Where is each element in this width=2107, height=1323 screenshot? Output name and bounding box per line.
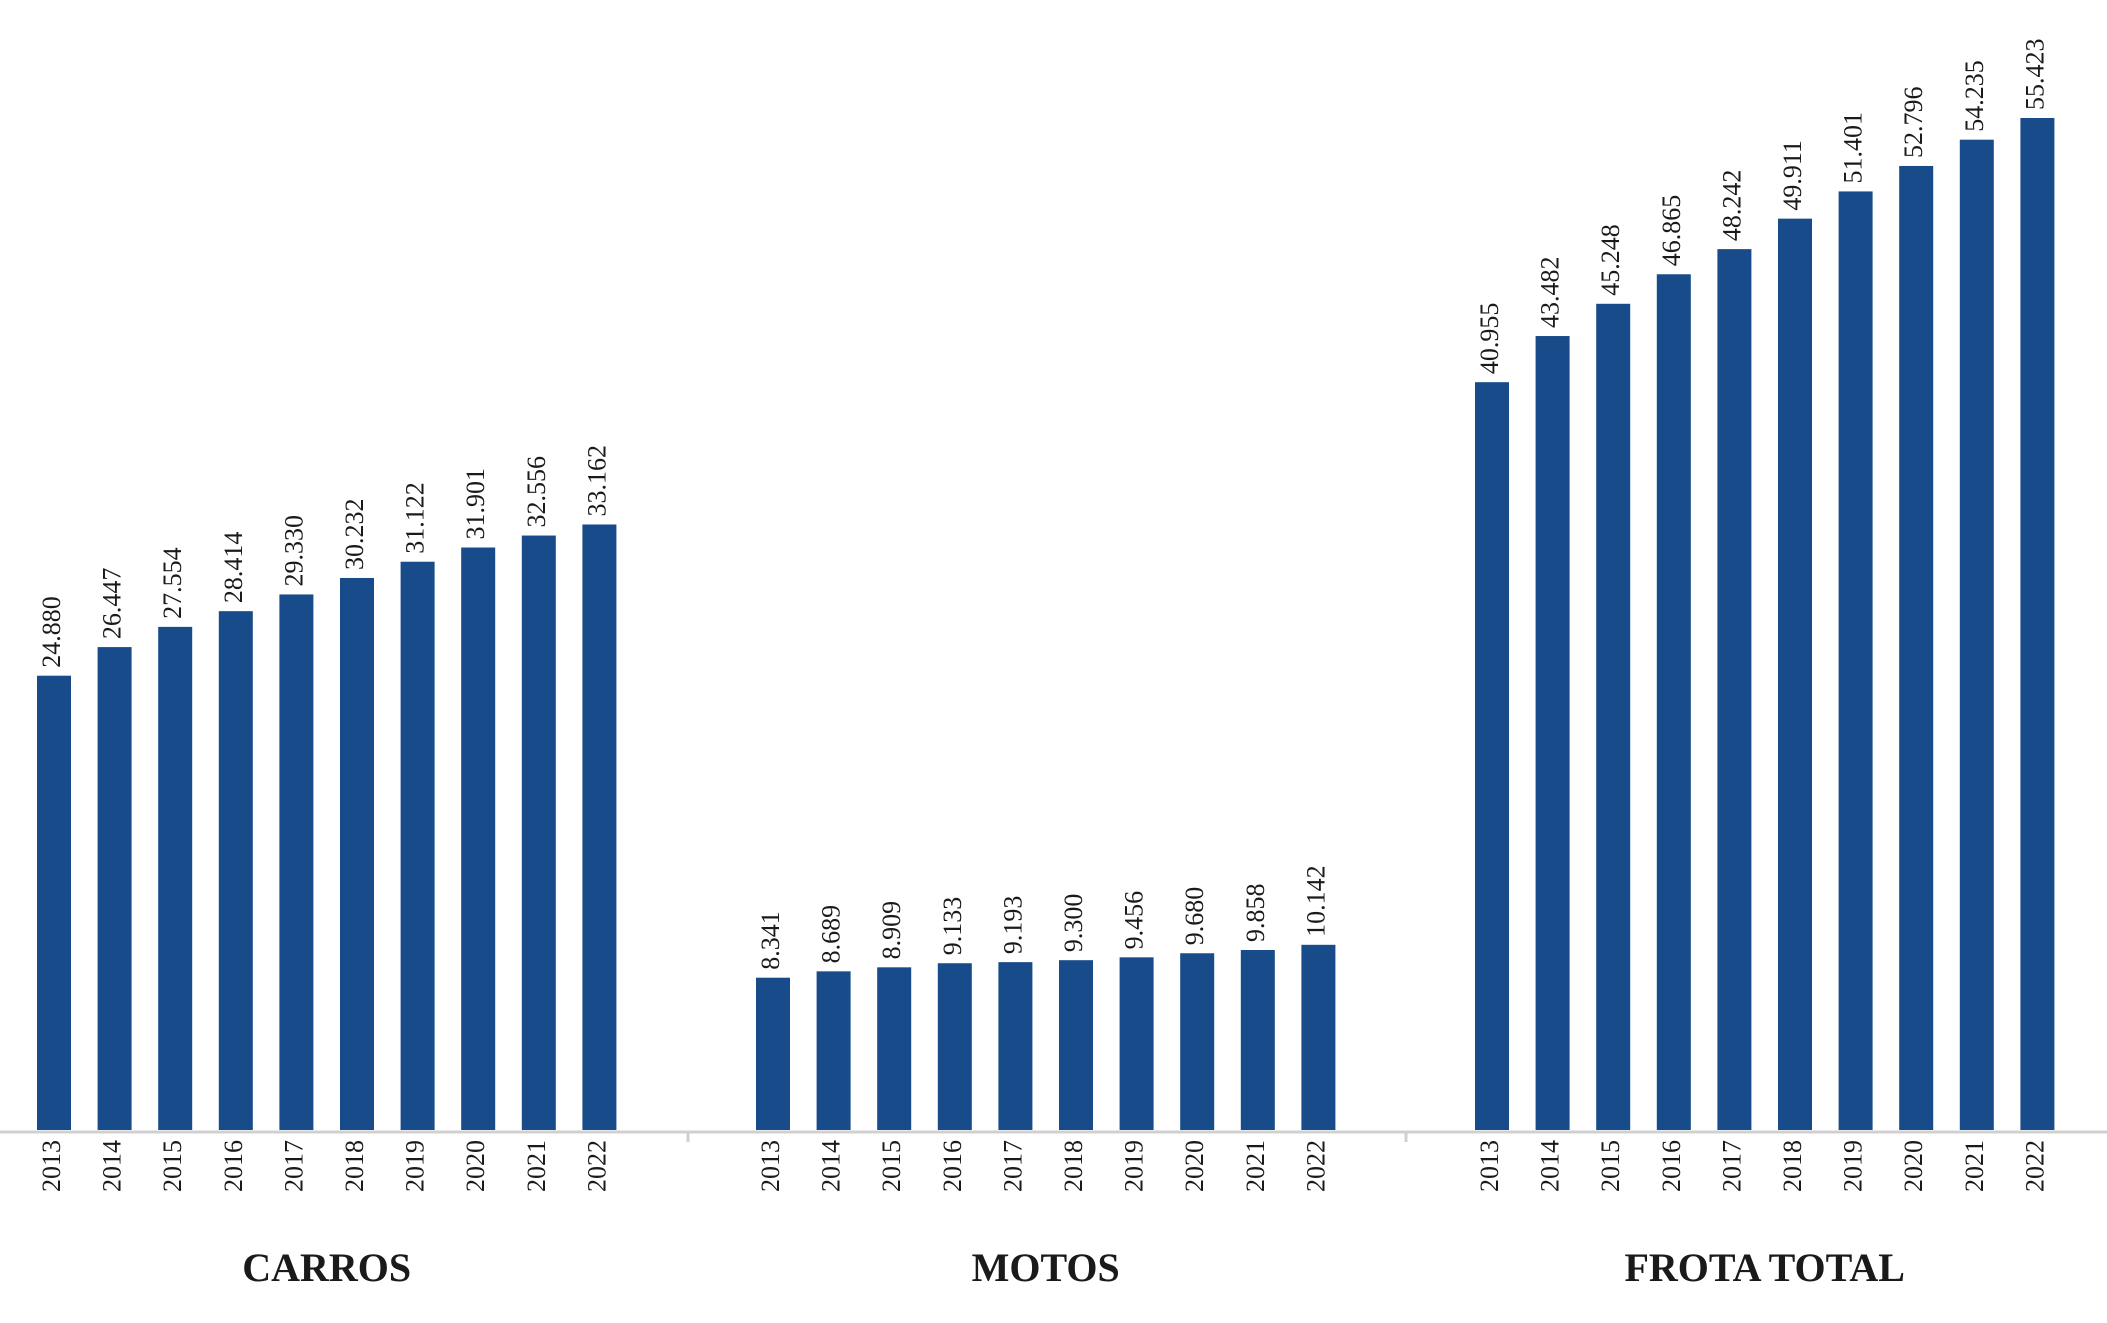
- x-tick-label: 2022: [2020, 1140, 2049, 1192]
- value-label: 52.796: [1899, 86, 1928, 158]
- bar: [1475, 382, 1509, 1130]
- x-tick-label: 2014: [817, 1140, 846, 1192]
- x-tick-label: 2017: [279, 1140, 308, 1192]
- x-tick-label: 2021: [1241, 1140, 1270, 1192]
- x-tick-label: 2018: [1059, 1140, 1088, 1192]
- value-label: 24.880: [37, 596, 66, 668]
- value-label: 31.122: [401, 482, 430, 554]
- x-tick-label: 2022: [1301, 1140, 1330, 1192]
- x-tick-label: 2019: [1120, 1140, 1149, 1192]
- group-title: CARROS: [242, 1245, 411, 1290]
- bar: [461, 547, 496, 1130]
- x-tick-label: 2021: [1960, 1140, 1989, 1192]
- bar: [998, 962, 1033, 1130]
- value-label: 28.414: [219, 532, 248, 604]
- bar: [279, 594, 314, 1130]
- bar: [1301, 944, 1336, 1130]
- bar: [218, 611, 253, 1130]
- value-label: 46.865: [1657, 195, 1686, 267]
- value-label: 8.909: [877, 901, 906, 960]
- bar: [1959, 139, 1994, 1130]
- value-label: 31.901: [461, 468, 490, 540]
- value-label: 9.456: [1120, 891, 1149, 950]
- bar: [937, 963, 972, 1130]
- value-label: 9.193: [998, 896, 1027, 955]
- bar: [877, 967, 912, 1130]
- bar: [1656, 274, 1691, 1130]
- bar: [582, 524, 617, 1130]
- bar: [756, 977, 790, 1130]
- bar: [521, 535, 556, 1130]
- bar: [1059, 960, 1093, 1130]
- x-tick-label: 2020: [1180, 1140, 1209, 1192]
- value-label: 27.554: [158, 547, 187, 619]
- value-label: 33.162: [582, 445, 611, 517]
- bar: [1596, 303, 1631, 1130]
- value-label: 45.248: [1596, 224, 1625, 296]
- x-tick-label: 2018: [340, 1140, 369, 1192]
- bar: [1180, 953, 1215, 1130]
- x-tick-label: 2014: [98, 1140, 127, 1192]
- value-label: 51.401: [1839, 112, 1868, 184]
- value-label: 9.300: [1059, 894, 1088, 953]
- x-tick-label: 2015: [1596, 1140, 1625, 1192]
- x-tick-label: 2021: [522, 1140, 551, 1192]
- value-label: 30.232: [340, 498, 369, 570]
- x-tick-label: 2014: [1536, 1140, 1565, 1192]
- group-title: FROTA TOTAL: [1624, 1245, 1904, 1290]
- value-label: 9.680: [1180, 887, 1209, 946]
- bar: [340, 577, 374, 1130]
- value-label: 32.556: [522, 456, 551, 528]
- bar: [1778, 218, 1812, 1130]
- value-label: 29.330: [279, 515, 308, 587]
- x-tick-label: 2015: [877, 1140, 906, 1192]
- x-tick-label: 2013: [37, 1140, 66, 1192]
- x-tick-label: 2020: [1899, 1140, 1928, 1192]
- bar: [37, 675, 71, 1130]
- bar: [1535, 336, 1570, 1131]
- value-label: 48.242: [1717, 170, 1746, 242]
- x-tick-label: 2013: [756, 1140, 785, 1192]
- x-tick-label: 2017: [998, 1140, 1027, 1192]
- x-tick-label: 2019: [401, 1140, 430, 1192]
- bar: [97, 647, 132, 1130]
- bar: [2020, 118, 2055, 1130]
- value-label: 55.423: [2020, 39, 2049, 110]
- value-label: 49.911: [1778, 140, 1807, 211]
- x-tick-label: 2016: [219, 1140, 248, 1192]
- value-label: 9.858: [1241, 883, 1270, 942]
- bar: [1838, 191, 1873, 1130]
- x-tick-label: 2019: [1839, 1140, 1868, 1192]
- x-tick-label: 2022: [582, 1140, 611, 1192]
- value-label: 8.341: [756, 911, 785, 970]
- bar: [1240, 949, 1275, 1130]
- bar: [1717, 249, 1752, 1130]
- bar: [1899, 165, 1934, 1130]
- bar: [400, 561, 435, 1130]
- x-tick-label: 2018: [1778, 1140, 1807, 1192]
- bar: [158, 626, 193, 1130]
- value-label: 8.689: [817, 905, 846, 964]
- value-label: 9.133: [938, 897, 967, 956]
- value-label: 43.482: [1536, 257, 1565, 329]
- x-tick-label: 2015: [158, 1140, 187, 1192]
- x-tick-label: 2016: [1657, 1140, 1686, 1192]
- bar: [1119, 957, 1154, 1130]
- x-tick-label: 2013: [1475, 1140, 1504, 1192]
- value-label: 26.447: [98, 568, 127, 640]
- value-label: 54.235: [1960, 60, 1989, 132]
- x-tick-label: 2016: [938, 1140, 967, 1192]
- x-tick-label: 2020: [461, 1140, 490, 1192]
- value-label: 40.955: [1475, 303, 1504, 375]
- group-title: MOTOS: [972, 1245, 1120, 1290]
- bar: [816, 971, 851, 1130]
- value-label: 10.142: [1301, 865, 1330, 937]
- x-tick-label: 2017: [1717, 1140, 1746, 1192]
